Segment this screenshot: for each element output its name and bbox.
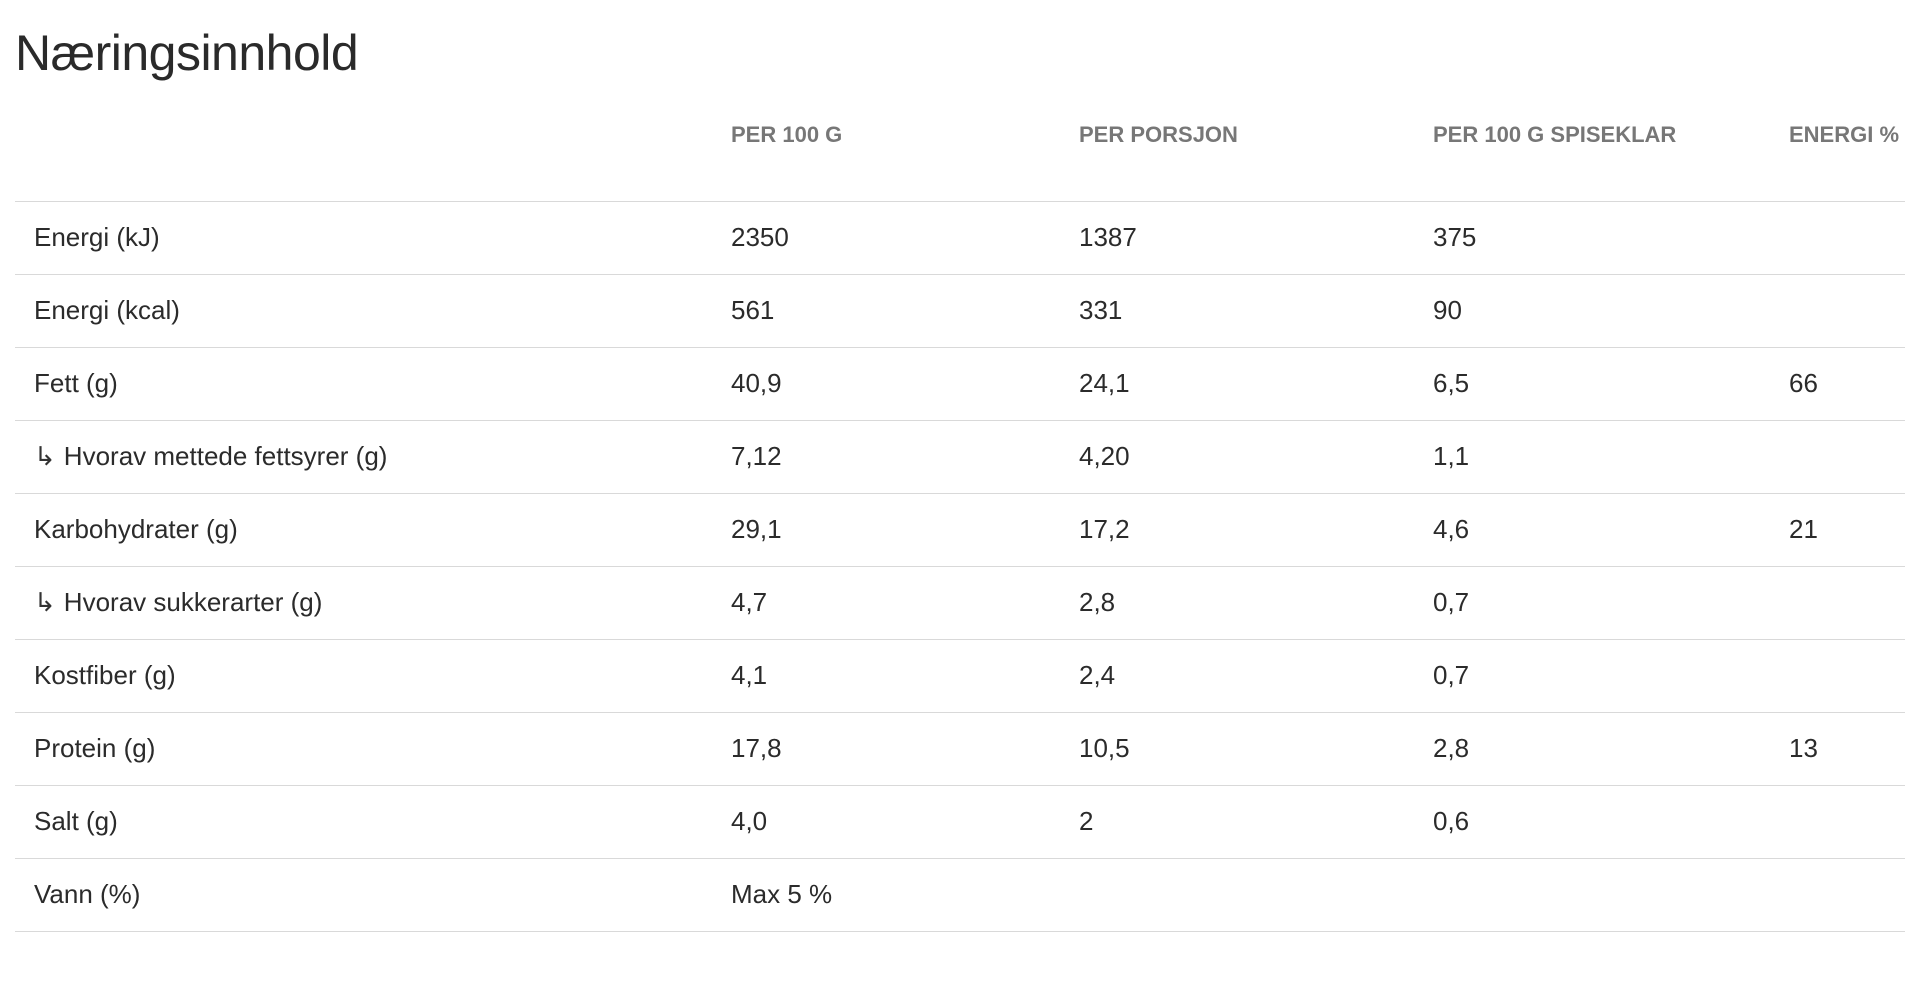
value-per-100g-ready: 90 [1433, 274, 1789, 348]
value-per-100g: 40,9 [731, 347, 1079, 421]
nutrient-label: Salt (g) [34, 806, 118, 836]
value-per-100g: 4,1 [731, 639, 1079, 713]
value-per-portion: 4,20 [1079, 420, 1433, 494]
value-per-portion: 2 [1079, 785, 1433, 859]
header-row: PER 100 G PER PORSJON PER 100 G SPISEKLA… [15, 84, 1905, 202]
nutrient-name: Energi (kJ) [15, 201, 731, 275]
value-per-100g-ready: 0,7 [1433, 639, 1789, 713]
value-per-100g: 7,12 [731, 420, 1079, 494]
value-energy-percent [1789, 785, 1905, 859]
nutrient-label: Vann (%) [34, 879, 141, 909]
header-per-100g: PER 100 G [731, 84, 1079, 202]
table-header: PER 100 G PER PORSJON PER 100 G SPISEKLA… [15, 84, 1905, 202]
value-per-100g: 4,7 [731, 566, 1079, 640]
nutrient-name: Energi (kcal) [15, 274, 731, 348]
value-per-portion: 2,8 [1079, 566, 1433, 640]
header-per-portion: PER PORSJON [1079, 84, 1433, 202]
table-row: Karbohydrater (g) 29,1 17,2 4,6 21 [15, 493, 1905, 567]
value-per-100g: Max 5 % [731, 858, 1079, 932]
nutrient-name: Vann (%) [15, 858, 731, 932]
value-per-100g-ready: 0,6 [1433, 785, 1789, 859]
nutrient-name: ↳ Hvorav sukkerarter (g) [15, 566, 731, 640]
value-energy-percent: 66 [1789, 347, 1905, 421]
table-row: Energi (kcal) 561 331 90 [15, 274, 1905, 348]
value-per-100g: 561 [731, 274, 1079, 348]
header-energy-percent: ENERGI % [1789, 84, 1905, 202]
value-per-100g: 29,1 [731, 493, 1079, 567]
table-row: Salt (g) 4,0 2 0,6 [15, 785, 1905, 859]
table-row: Kostfiber (g) 4,1 2,4 0,7 [15, 639, 1905, 713]
value-per-100g: 4,0 [731, 785, 1079, 859]
value-per-portion: 17,2 [1079, 493, 1433, 567]
nutrient-name: Karbohydrater (g) [15, 493, 731, 567]
header-nutrient [15, 84, 731, 202]
nutrient-label: Kostfiber (g) [34, 660, 176, 690]
value-per-100g-ready: 1,1 [1433, 420, 1789, 494]
table-body: Energi (kJ) 2350 1387 375 Energi (kcal) 561 33… [15, 201, 1905, 932]
value-energy-percent [1789, 420, 1905, 494]
nutrition-section: Næringsinnhold PER 100 G PER PORSJON PER… [15, 0, 1905, 932]
value-energy-percent [1789, 566, 1905, 640]
value-per-portion: 24,1 [1079, 347, 1433, 421]
nutrient-label: Energi (kcal) [34, 295, 180, 325]
nutrient-name: Protein (g) [15, 712, 731, 786]
value-per-portion: 10,5 [1079, 712, 1433, 786]
table-row: Energi (kJ) 2350 1387 375 [15, 201, 1905, 275]
nutrient-label: Energi (kJ) [34, 222, 160, 252]
nutrient-name: Kostfiber (g) [15, 639, 731, 713]
value-per-portion: 2,4 [1079, 639, 1433, 713]
nutrient-label: Karbohydrater (g) [34, 514, 238, 544]
table-row: Vann (%) Max 5 % [15, 858, 1905, 932]
table-row: Fett (g) 40,9 24,1 6,5 66 [15, 347, 1905, 421]
nutrition-table: PER 100 G PER PORSJON PER 100 G SPISEKLA… [15, 84, 1905, 932]
value-per-100g-ready: 4,6 [1433, 493, 1789, 567]
value-per-100g-ready: 0,7 [1433, 566, 1789, 640]
nutrient-label: Protein (g) [34, 733, 156, 763]
value-per-portion [1079, 858, 1433, 932]
nutrient-name: Salt (g) [15, 785, 731, 859]
value-energy-percent [1789, 858, 1905, 932]
page-title: Næringsinnhold [15, 25, 359, 81]
value-energy-percent [1789, 201, 1905, 275]
value-energy-percent: 13 [1789, 712, 1905, 786]
nutrient-name: Fett (g) [15, 347, 731, 421]
sub-item-arrow-icon: ↳ [34, 587, 56, 617]
value-per-portion: 331 [1079, 274, 1433, 348]
value-per-100g-ready: 6,5 [1433, 347, 1789, 421]
table-row: ↳ Hvorav mettede fettsyrer (g) 7,12 4,20 1,1 [15, 420, 1905, 494]
value-per-100g: 2350 [731, 201, 1079, 275]
value-per-100g-ready: 375 [1433, 201, 1789, 275]
sub-item-arrow-icon: ↳ [34, 441, 56, 471]
value-per-portion: 1387 [1079, 201, 1433, 275]
value-per-100g-ready [1433, 858, 1789, 932]
nutrient-name: ↳ Hvorav mettede fettsyrer (g) [15, 420, 731, 494]
nutrient-label: Fett (g) [34, 368, 118, 398]
header-per-100g-ready: PER 100 G SPISEKLAR [1433, 84, 1789, 202]
table-row: ↳ Hvorav sukkerarter (g) 4,7 2,8 0,7 [15, 566, 1905, 640]
nutrient-label: Hvorav sukkerarter (g) [63, 587, 323, 617]
table-row: Protein (g) 17,8 10,5 2,8 13 [15, 712, 1905, 786]
value-energy-percent [1789, 639, 1905, 713]
value-energy-percent: 21 [1789, 493, 1905, 567]
value-per-100g: 17,8 [731, 712, 1079, 786]
value-per-100g-ready: 2,8 [1433, 712, 1789, 786]
nutrient-label: Hvorav mettede fettsyrer (g) [63, 441, 388, 471]
value-energy-percent [1789, 274, 1905, 348]
